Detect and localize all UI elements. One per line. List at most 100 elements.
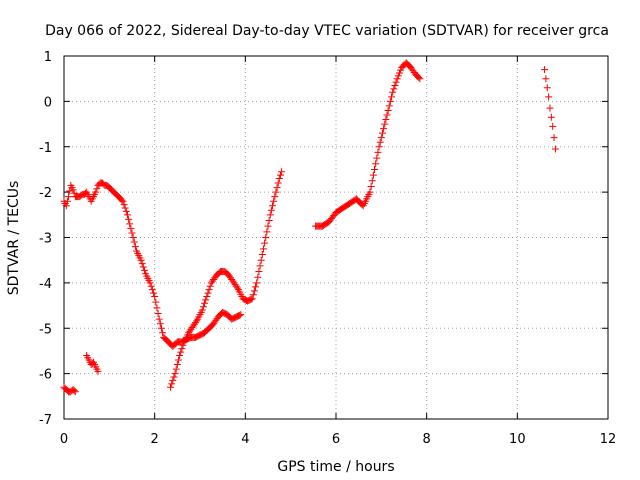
data-point — [265, 216, 273, 224]
data-point — [140, 266, 148, 274]
chart-title: Day 066 of 2022, Sidereal Day-to-day VTE… — [45, 23, 609, 39]
data-point — [204, 289, 212, 297]
data-point — [171, 370, 179, 378]
data-point — [274, 179, 282, 187]
data-point — [275, 175, 283, 183]
data-point — [139, 263, 147, 271]
data-point — [157, 324, 165, 332]
data-point — [381, 120, 389, 128]
data-point — [193, 317, 201, 325]
data-point — [156, 320, 164, 328]
data-point — [118, 196, 126, 204]
data-point — [259, 245, 267, 253]
data-point — [262, 234, 270, 241]
data-point — [380, 125, 388, 133]
data-point — [125, 215, 133, 223]
data-point — [263, 228, 271, 236]
data-point — [129, 234, 137, 241]
data-point — [155, 315, 163, 323]
x-tick-label: 8 — [423, 432, 431, 447]
data-point — [173, 361, 181, 369]
data-point — [137, 256, 145, 264]
data-point — [267, 206, 275, 214]
data-point — [233, 284, 241, 292]
data-point — [201, 299, 209, 307]
data-point — [255, 268, 263, 276]
data-point — [236, 311, 244, 319]
data-point — [146, 279, 154, 287]
data-point — [550, 134, 558, 142]
data-point — [385, 102, 393, 110]
data-point — [388, 93, 396, 101]
data-point — [374, 148, 382, 156]
data-point — [249, 291, 257, 299]
data-point — [148, 286, 156, 294]
data-point — [94, 367, 102, 375]
data-point — [159, 329, 167, 337]
y-tick-label: -3 — [39, 232, 52, 247]
data-point — [394, 72, 402, 80]
data-point — [69, 186, 77, 194]
y-tick-label: -7 — [39, 413, 52, 428]
data-point — [371, 165, 379, 173]
data-point — [543, 84, 551, 92]
data-point — [547, 113, 555, 121]
data-point — [93, 185, 101, 193]
data-point — [176, 351, 184, 359]
data-point — [248, 295, 256, 303]
data-point — [123, 211, 131, 219]
data-point — [382, 116, 390, 124]
data-point — [377, 134, 385, 142]
data-point — [120, 201, 128, 209]
data-point — [250, 287, 258, 295]
data-point — [121, 204, 129, 212]
data-point — [126, 220, 134, 228]
data-point — [549, 122, 557, 130]
data-point — [252, 283, 260, 291]
data-point — [551, 145, 559, 153]
data-point — [128, 229, 136, 237]
plot-frame — [63, 55, 609, 420]
data-point — [415, 74, 423, 82]
data-point — [266, 211, 274, 219]
grid — [64, 56, 608, 419]
data-point — [179, 341, 187, 349]
data-points — [60, 59, 559, 396]
data-point — [154, 310, 162, 318]
y-tick-label: -5 — [39, 322, 52, 337]
data-point — [168, 380, 176, 388]
y-tick-label: -4 — [39, 277, 52, 292]
x-tick-label: 2 — [151, 432, 159, 447]
data-point — [147, 282, 155, 290]
data-point — [177, 348, 185, 356]
data-point — [170, 373, 178, 381]
data-point — [416, 75, 424, 83]
data-point — [375, 143, 383, 151]
data-point — [257, 256, 265, 264]
data-point — [63, 197, 71, 205]
data-point — [119, 197, 127, 205]
data-point — [258, 251, 266, 259]
data-point — [131, 243, 139, 251]
data-point — [92, 188, 100, 196]
data-point — [151, 292, 159, 300]
data-point — [150, 289, 158, 297]
data-point — [65, 193, 73, 201]
x-tick-label: 0 — [60, 432, 68, 447]
data-point — [278, 168, 286, 176]
data-point — [174, 356, 182, 364]
data-point — [269, 202, 277, 210]
data-point — [271, 193, 279, 201]
y-tick-label: -6 — [39, 368, 52, 383]
data-point — [392, 78, 400, 86]
data-point — [153, 304, 161, 312]
data-point — [391, 81, 399, 89]
data-point — [198, 306, 206, 314]
data-point — [169, 376, 177, 384]
y-tick-label: -1 — [39, 141, 52, 156]
data-point — [541, 66, 549, 74]
data-point — [390, 85, 398, 93]
data-point — [386, 97, 394, 105]
data-point — [202, 296, 210, 304]
